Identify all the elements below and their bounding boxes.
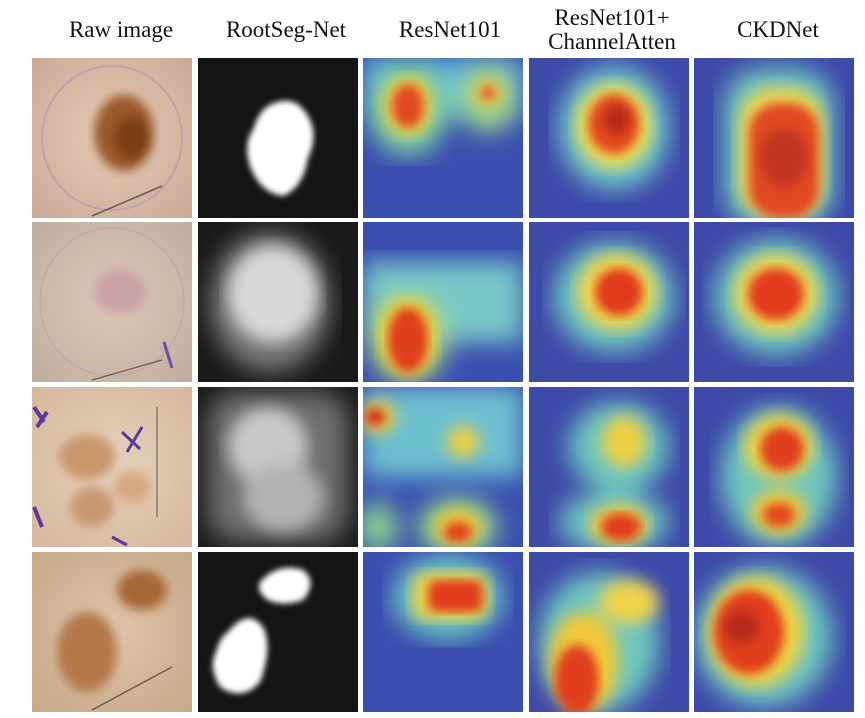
column-title-rootseg-net: RootSeg-Net: [225, 17, 347, 42]
column-title-ckdnet: CKDNet: [737, 17, 819, 42]
heatmap-resnet101-channelatten-row-1: [529, 58, 689, 218]
segmentation-mask-row-4: [198, 552, 358, 712]
raw-image-row-4: [32, 552, 192, 712]
raw-image-row-2: [32, 222, 192, 382]
raw-image-row-3: [32, 387, 192, 547]
segmentation-mask-row-3: [198, 387, 358, 547]
column-title-resnet101-channelatten: ResNet101+ ChannelAtten: [548, 5, 676, 54]
heatmap-resnet101-row-1: [363, 58, 523, 218]
heatmap-ckdnet-row-1: [694, 58, 854, 218]
heatmap-ckdnet-row-3: [694, 387, 854, 547]
heatmap-ckdnet-row-2: [694, 222, 854, 382]
heatmap-resnet101-row-3: [363, 387, 523, 547]
column-title-raw-image: Raw image: [68, 17, 174, 42]
heatmap-resnet101-row-2: [363, 222, 523, 382]
column-title-resnet101: ResNet101: [398, 17, 502, 42]
heatmap-resnet101-channelatten-row-2: [529, 222, 689, 382]
heatmap-ckdnet-row-4: [694, 552, 854, 712]
heatmap-resnet101-channelatten-row-3: [529, 387, 689, 547]
heatmap-resnet101-channelatten-row-4: [529, 552, 689, 712]
segmentation-mask-row-1: [198, 58, 358, 218]
raw-image-row-1: [32, 58, 192, 218]
heatmap-resnet101-row-4: [363, 552, 523, 712]
segmentation-mask-row-2: [198, 222, 358, 382]
